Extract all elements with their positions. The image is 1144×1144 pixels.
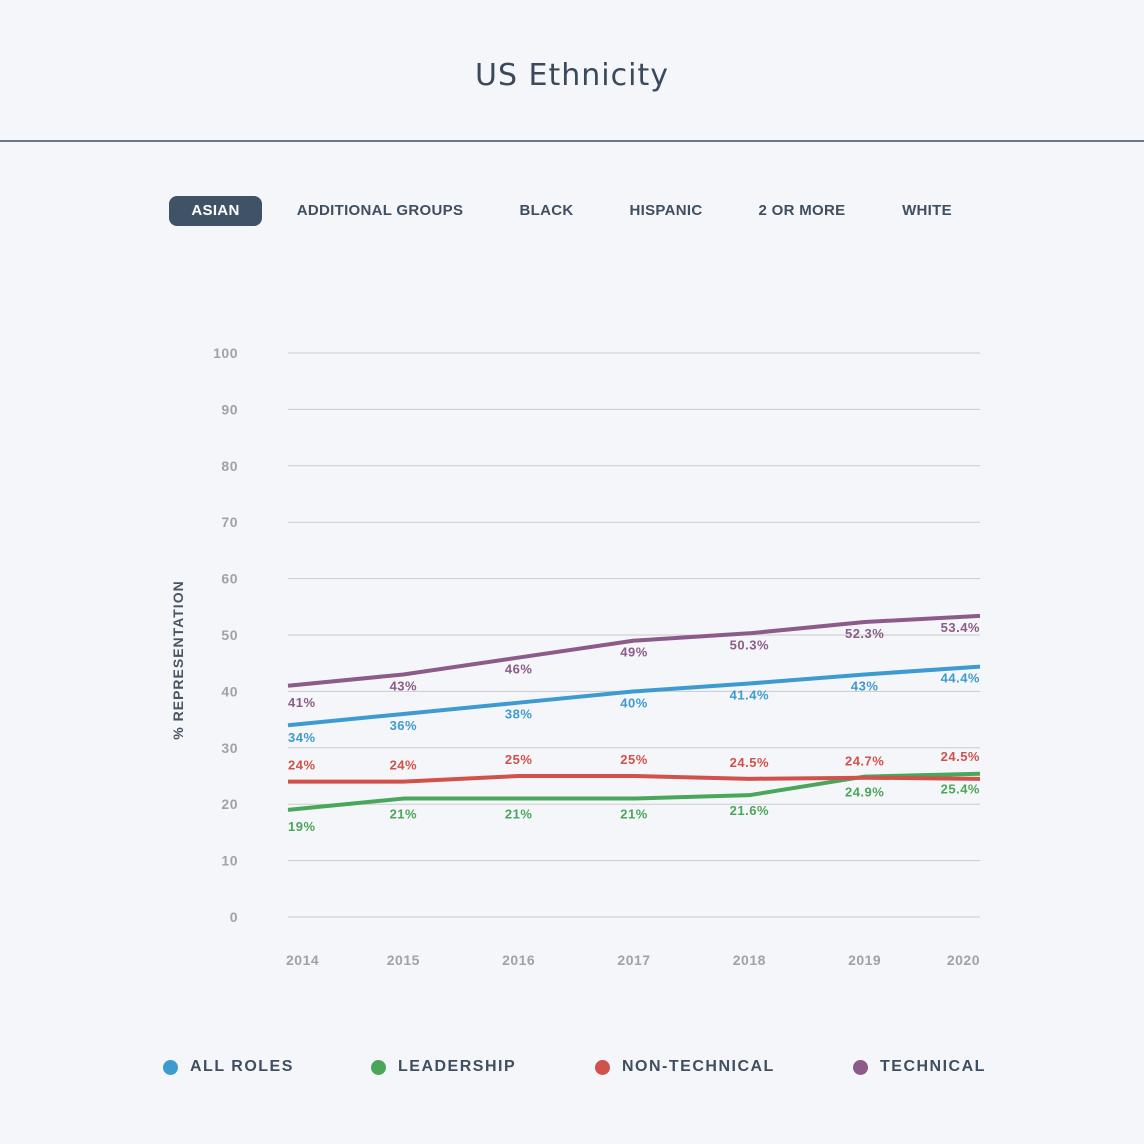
x-tick-label: 2015 <box>387 952 420 968</box>
tab-additional-groups[interactable]: ADDITIONAL GROUPS <box>296 202 464 219</box>
data-label: 40% <box>620 695 648 710</box>
data-label: 50.3% <box>730 637 769 652</box>
y-tick-label: 40 <box>221 683 238 699</box>
data-label: 53.4% <box>941 620 980 635</box>
legend-label: TECHNICAL <box>880 1058 986 1075</box>
data-label: 43% <box>390 678 418 693</box>
x-tick-label: 2017 <box>617 952 650 968</box>
data-label: 19% <box>288 819 316 834</box>
page-title: US Ethnicity <box>475 58 669 93</box>
legend-item-leadership[interactable]: LEADERSHIP <box>371 1057 516 1077</box>
non-technical-series-line <box>288 774 981 784</box>
data-label: 24% <box>390 758 418 773</box>
tab-hispanic[interactable]: HISPANIC <box>629 202 703 219</box>
y-tick-label: 0 <box>230 909 238 925</box>
legend-item-non-technical[interactable]: NON-TECHNICAL <box>595 1057 775 1077</box>
y-tick-label: 10 <box>221 853 238 869</box>
line-chart: 0 10 20 30 40 50 60 70 80 90 100 2014 2015 2016 2017 20… <box>170 345 981 968</box>
tab-white[interactable]: WHITE <box>902 202 952 219</box>
data-label: 21% <box>620 807 648 822</box>
data-label: 21% <box>505 807 533 822</box>
y-tick-label: 100 <box>213 345 238 361</box>
technical-series-line <box>287 613 981 688</box>
data-label: 49% <box>620 645 648 660</box>
data-label: 44.4% <box>941 671 980 686</box>
leadership-dot-icon <box>371 1059 386 1075</box>
y-axis-label: % REPRESENTATION <box>170 580 186 739</box>
data-label: 21% <box>390 807 418 822</box>
data-label: 21.6% <box>730 803 769 818</box>
y-tick-label: 50 <box>221 627 238 643</box>
data-label: 24% <box>288 758 316 773</box>
data-label: 41% <box>288 695 316 710</box>
header-divider <box>0 140 1144 142</box>
data-label: 38% <box>505 707 533 722</box>
data-label: 41.4% <box>730 688 769 703</box>
non-technical-dot-icon <box>595 1059 610 1075</box>
x-tick-label: 2014 <box>286 952 319 968</box>
x-tick-label: 2020 <box>947 952 980 968</box>
legend-label: LEADERSHIP <box>398 1058 517 1075</box>
x-tick-label: 2019 <box>848 952 881 968</box>
data-label: 34% <box>288 730 316 745</box>
y-tick-label: 60 <box>221 571 238 587</box>
all-roles-dot-icon <box>163 1059 178 1075</box>
technical-dot-icon <box>853 1059 868 1075</box>
tab-black[interactable]: BLACK <box>519 202 574 219</box>
data-label: 25% <box>505 752 533 767</box>
data-label: 24.5% <box>730 755 769 770</box>
tab-2-or-more[interactable]: 2 OR MORE <box>758 202 846 219</box>
data-label: 24.7% <box>845 754 884 769</box>
all-roles-series-line <box>287 664 981 728</box>
y-tick-label: 20 <box>221 796 238 812</box>
legend-item-all-roles[interactable]: ALL ROLES <box>163 1057 294 1077</box>
y-tick-label: 30 <box>221 740 238 756</box>
data-label: 24.9% <box>845 785 884 800</box>
data-label: 25% <box>620 752 648 767</box>
data-label: 36% <box>390 718 418 733</box>
data-label: 52.3% <box>845 626 884 641</box>
data-label: 43% <box>851 678 879 693</box>
tab-asian[interactable]: ASIAN <box>169 196 262 226</box>
y-tick-label: 80 <box>221 458 238 474</box>
legend-label: ALL ROLES <box>190 1058 294 1075</box>
data-label: 46% <box>505 662 533 677</box>
y-tick-label: 70 <box>221 514 238 530</box>
data-label: 24.5% <box>941 749 980 764</box>
data-label: 25.4% <box>941 782 980 797</box>
y-tick-label: 90 <box>221 401 238 417</box>
x-tick-label: 2018 <box>733 952 766 968</box>
legend-item-technical[interactable]: TECHNICAL <box>853 1057 986 1077</box>
legend-label: NON-TECHNICAL <box>622 1058 775 1075</box>
x-tick-label: 2016 <box>502 952 535 968</box>
